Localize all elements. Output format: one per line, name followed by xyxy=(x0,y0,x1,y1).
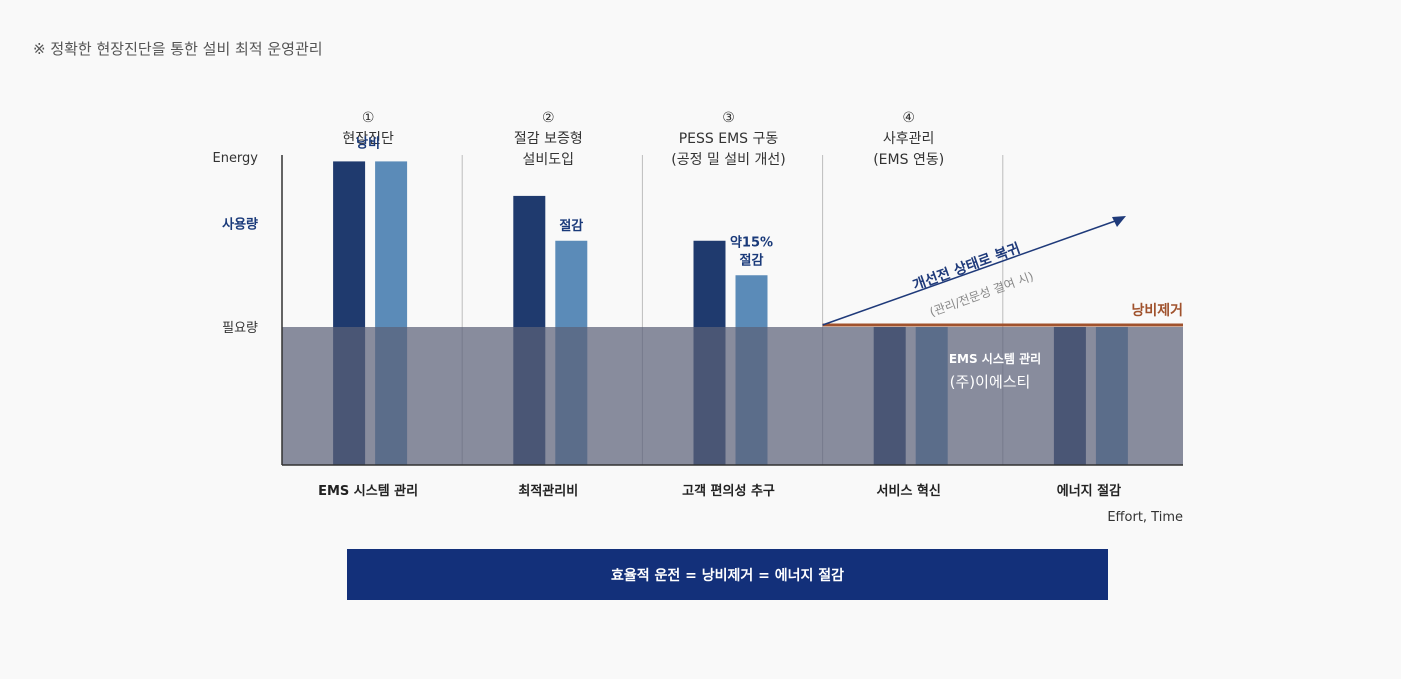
stage-bottom-label: EMS 시스템 관리 xyxy=(318,483,418,499)
stage-annotation: 절감 xyxy=(559,219,583,234)
required-level-band xyxy=(282,327,1183,465)
required-level-label: 필요량 xyxy=(222,321,258,336)
stage-number: ③ xyxy=(722,110,735,126)
y-axis-label: Energy xyxy=(212,151,258,166)
rebound-arrowhead xyxy=(1112,216,1126,227)
x-axis-label: Effort, Time xyxy=(1107,510,1183,525)
stage-title: 사후관리 xyxy=(883,131,935,147)
stage-title: (공정 밀 설비 개선) xyxy=(671,152,785,168)
stage-title: (EMS 연동) xyxy=(873,152,944,168)
stage-bottom-label: 고객 편의성 추구 xyxy=(682,483,775,499)
waste-removal-label: 낭비제거 xyxy=(1131,303,1183,319)
summary-banner: 효율적 운전 = 낭비제거 = 에너지 절감 xyxy=(347,549,1108,600)
stage-title: PESS EMS 구동 xyxy=(679,131,779,147)
stage-number: ④ xyxy=(902,110,915,126)
stage-annotation: 절감 xyxy=(740,253,764,268)
usage-level-label: 사용량 xyxy=(222,216,258,232)
company-name-label: (주)이에스티 xyxy=(950,373,1031,391)
stage-bottom-label: 에너지 절감 xyxy=(1057,483,1121,499)
rebound-arrow-line xyxy=(822,219,1119,326)
stage-title: 절감 보증형 xyxy=(514,131,583,147)
stage-annotation: 약15% xyxy=(730,234,773,250)
stage-title: 설비도입 xyxy=(523,152,575,168)
stage-number: ② xyxy=(542,110,555,126)
stage-title: 현장진단 xyxy=(342,131,394,147)
stage-number: ① xyxy=(362,110,375,126)
header-note: ※ 정확한 현장진단을 통한 설비 최적 운영관리 xyxy=(33,40,323,58)
stage-bottom-label: 최적관리비 xyxy=(518,483,578,499)
stage-bottom-label: 서비스 혁신 xyxy=(877,483,941,499)
company-service-label: EMS 시스템 관리 xyxy=(949,351,1041,366)
stage-annotation: 낭비 xyxy=(356,135,380,151)
